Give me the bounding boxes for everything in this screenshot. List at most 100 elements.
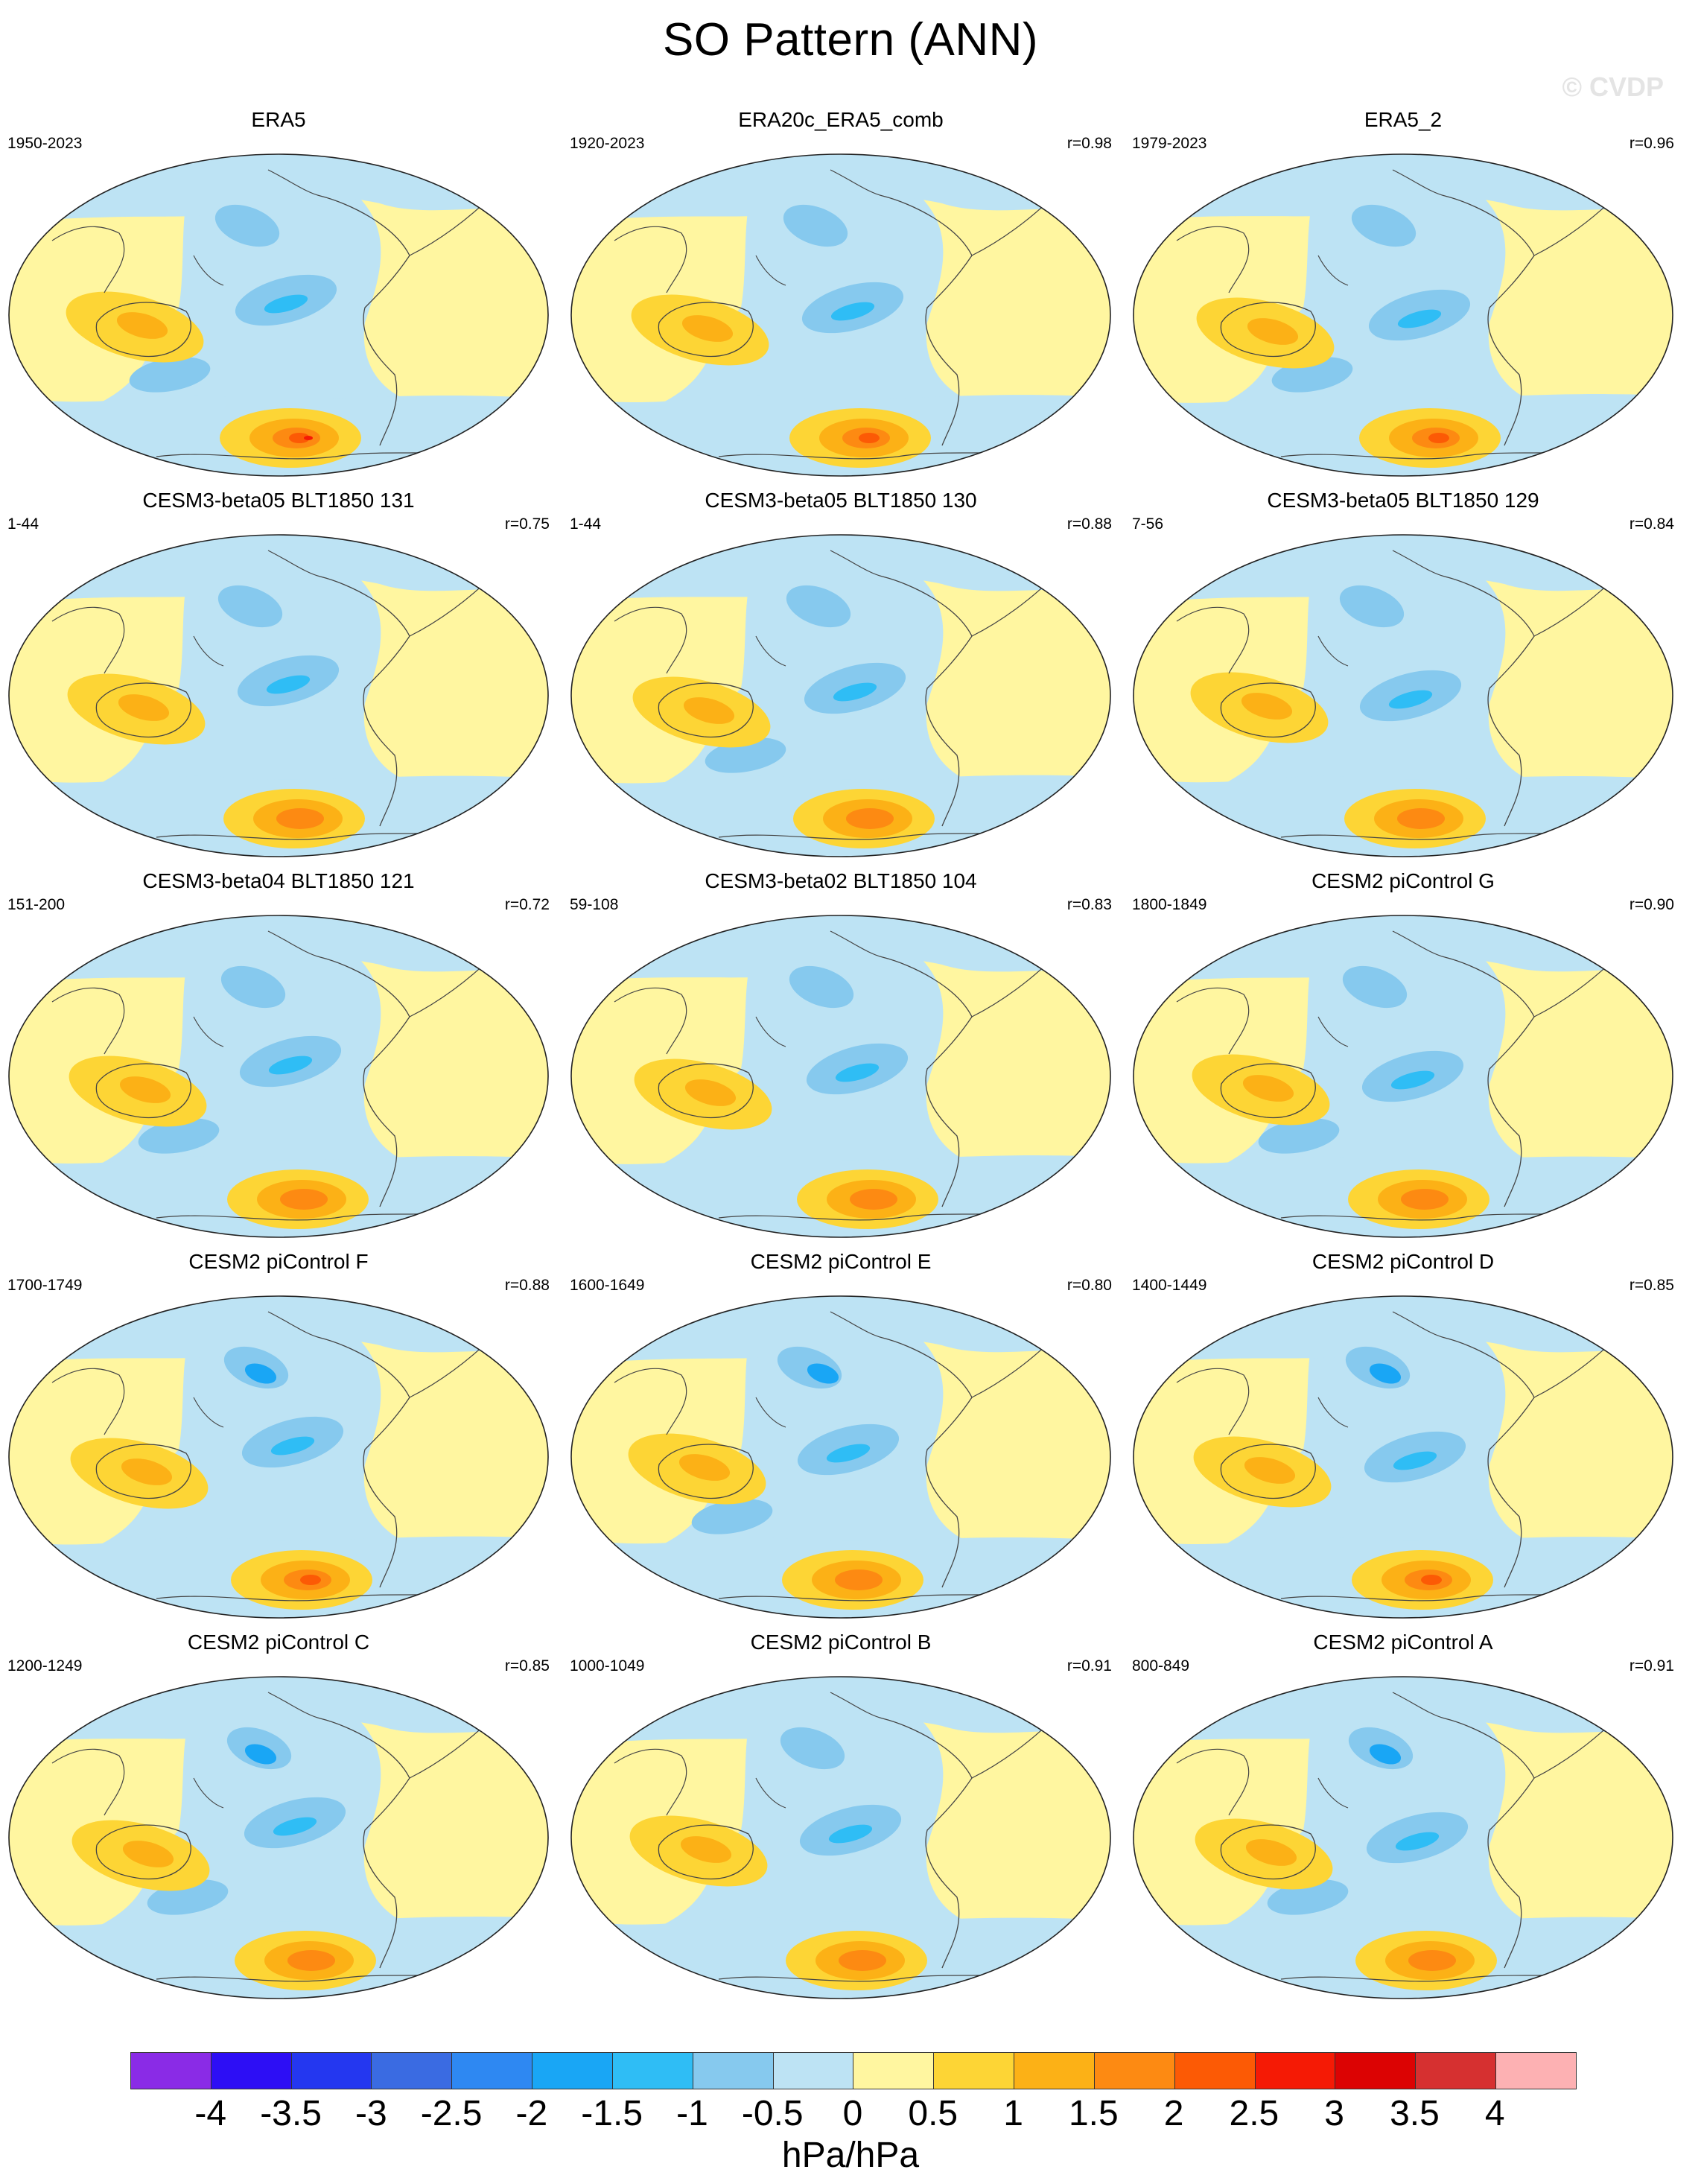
panel-title: CESM2 piControl B (750, 1631, 932, 1654)
colorbar-box (211, 2053, 292, 2089)
map-panel: CESM2 piControl C 1200-1249 r=0.85 (3, 1631, 554, 2003)
colorbar-box (131, 2053, 212, 2089)
map-panel: CESM2 piControl G 1800-1849 r=0.90 (1128, 869, 1679, 1242)
panel-correlation: r=0.90 (1629, 896, 1674, 913)
map-image (1133, 534, 1673, 857)
panel-correlation: r=0.96 (1629, 135, 1674, 152)
map-panel: CESM2 piControl A 800-849 r=0.91 (1128, 1631, 1679, 2003)
map-panel: CESM2 piControl E 1600-1649 r=0.80 (565, 1250, 1116, 1622)
colorbar-tick: -2 (515, 2094, 548, 2133)
colorbar-box (532, 2053, 613, 2089)
colorbar-tick: 0.5 (908, 2094, 958, 2133)
colorbar (130, 2052, 1577, 2089)
panel-title: CESM3-beta04 BLT1850 121 (142, 869, 415, 892)
map-image (570, 915, 1111, 1238)
panel-title: CESM2 piControl A (1313, 1631, 1493, 1654)
map-panel: CESM3-beta02 BLT1850 104 59-108 r=0.83 (565, 869, 1116, 1242)
colorbar-tick: -2.5 (420, 2094, 483, 2133)
colorbar-tick: 1 (1003, 2094, 1023, 2133)
map-panel: CESM3-beta04 BLT1850 121 151-200 r=0.72 (3, 869, 554, 1242)
map-image (570, 1676, 1111, 1999)
colorbar-tick: -1.5 (581, 2094, 643, 2133)
panel-years: 1800-1849 (1132, 896, 1207, 913)
colorbar-box (1496, 2053, 1576, 2089)
panel-years: 7-56 (1132, 515, 1164, 533)
panel-title: CESM2 piControl D (1311, 1250, 1495, 1273)
panel-correlation: r=0.88 (1066, 515, 1112, 533)
colorbar-tick-labels: -4 -3.5 -3 -2.5 -2 -1.5 -1 -0.5 0 0.5 1 1.5 2 2.5 3 3.5… (0, 2093, 1701, 2138)
panel-correlation: r=0.85 (504, 1657, 550, 1674)
map-panel: CESM3-beta05 BLT1850 130 1-44 r=0.88 (565, 489, 1116, 861)
panel-years: 1700-1749 (7, 1277, 83, 1294)
panel-correlation: r=0.88 (504, 1277, 550, 1294)
panel-correlation: r=0.84 (1629, 515, 1674, 533)
colorbar-box (612, 2053, 693, 2089)
map-panel: CESM3-beta05 BLT1850 131 1-44 r=0.75 (3, 489, 554, 861)
colorbar-box (1174, 2053, 1256, 2089)
panel-correlation: r=0.98 (1066, 135, 1112, 152)
colorbar-tick: 3 (1324, 2094, 1345, 2133)
panel-years: 1400-1449 (1132, 1277, 1207, 1294)
panel-title: ERA5_2 (1364, 108, 1443, 131)
colorbar-box (693, 2053, 774, 2089)
colorbar-tick: 1.5 (1068, 2094, 1119, 2133)
panel-correlation: r=0.91 (1629, 1657, 1674, 1674)
panel-title: CESM3-beta05 BLT1850 131 (142, 489, 415, 512)
map-panel: ERA5_2 1979-2023 r=0.96 (1128, 108, 1679, 480)
panel-years: 59-108 (570, 896, 619, 913)
colorbar-box (934, 2053, 1015, 2089)
colorbar-box (773, 2053, 854, 2089)
map-image (8, 915, 549, 1238)
panel-years: 1920-2023 (570, 135, 645, 152)
map-panel: ERA20c_ERA5_comb 1920-2023 r=0.98 (565, 108, 1116, 480)
map-image (570, 153, 1111, 477)
colorbar-box (291, 2053, 372, 2089)
figure-title: SO Pattern (ANN) (662, 14, 1039, 66)
panel-title: CESM2 piControl F (188, 1250, 369, 1273)
map-image (1133, 1676, 1673, 1999)
map-image (570, 534, 1111, 857)
panel-years: 151-200 (7, 896, 66, 913)
colorbar-tick: -1 (676, 2094, 708, 2133)
colorbar-box (372, 2053, 453, 2089)
panel-correlation: r=0.91 (1066, 1657, 1112, 1674)
map-image (8, 1676, 549, 1999)
panel-title: CESM3-beta05 BLT1850 129 (1267, 489, 1539, 512)
colorbar-box (853, 2053, 935, 2089)
panel-correlation: r=0.83 (1066, 896, 1112, 913)
colorbar-tick: -4 (194, 2094, 227, 2133)
panel-title: CESM2 piControl E (750, 1250, 932, 1273)
map-image (8, 1295, 549, 1619)
map-panel: CESM3-beta05 BLT1850 129 7-56 r=0.84 (1128, 489, 1679, 861)
panel-years: 1950-2023 (7, 135, 83, 152)
colorbar-tick: -0.5 (741, 2094, 804, 2133)
colorbar-tick: -3.5 (260, 2094, 322, 2133)
panel-years: 1600-1649 (570, 1277, 645, 1294)
map-image (1133, 1295, 1673, 1619)
colorbar-box (1255, 2053, 1336, 2089)
panel-years: 1-44 (570, 515, 602, 533)
map-image (8, 153, 549, 477)
map-image (570, 1295, 1111, 1619)
colorbar-box (1335, 2053, 1417, 2089)
map-panel: CESM2 piControl F 1700-1749 r=0.88 (3, 1250, 554, 1622)
panel-title: CESM2 piControl C (187, 1631, 370, 1654)
colorbar-tick: 2.5 (1229, 2094, 1279, 2133)
panel-title: CESM2 piControl G (1311, 869, 1495, 892)
panel-title: ERA20c_ERA5_comb (738, 108, 944, 131)
colorbar-tick: 3.5 (1390, 2094, 1440, 2133)
panel-years: 800-849 (1132, 1657, 1190, 1674)
colorbar-box (1094, 2053, 1175, 2089)
map-panel: CESM2 piControl D 1400-1449 r=0.85 (1128, 1250, 1679, 1622)
panel-correlation: r=0.75 (504, 515, 550, 533)
panel-years: 1979-2023 (1132, 135, 1207, 152)
panel-years: 1000-1049 (570, 1657, 645, 1674)
colorbar-tick: 2 (1163, 2094, 1184, 2133)
cvdp-watermark: © CVDP (1562, 72, 1664, 102)
panel-correlation: r=0.80 (1066, 1277, 1112, 1294)
panel-title: CESM3-beta05 BLT1850 130 (705, 489, 977, 512)
panel-years: 1-44 (7, 515, 39, 533)
panel-title: CESM3-beta02 BLT1850 104 (705, 869, 977, 892)
panel-correlation: r=0.72 (504, 896, 550, 913)
panel-years: 1200-1249 (7, 1657, 83, 1674)
